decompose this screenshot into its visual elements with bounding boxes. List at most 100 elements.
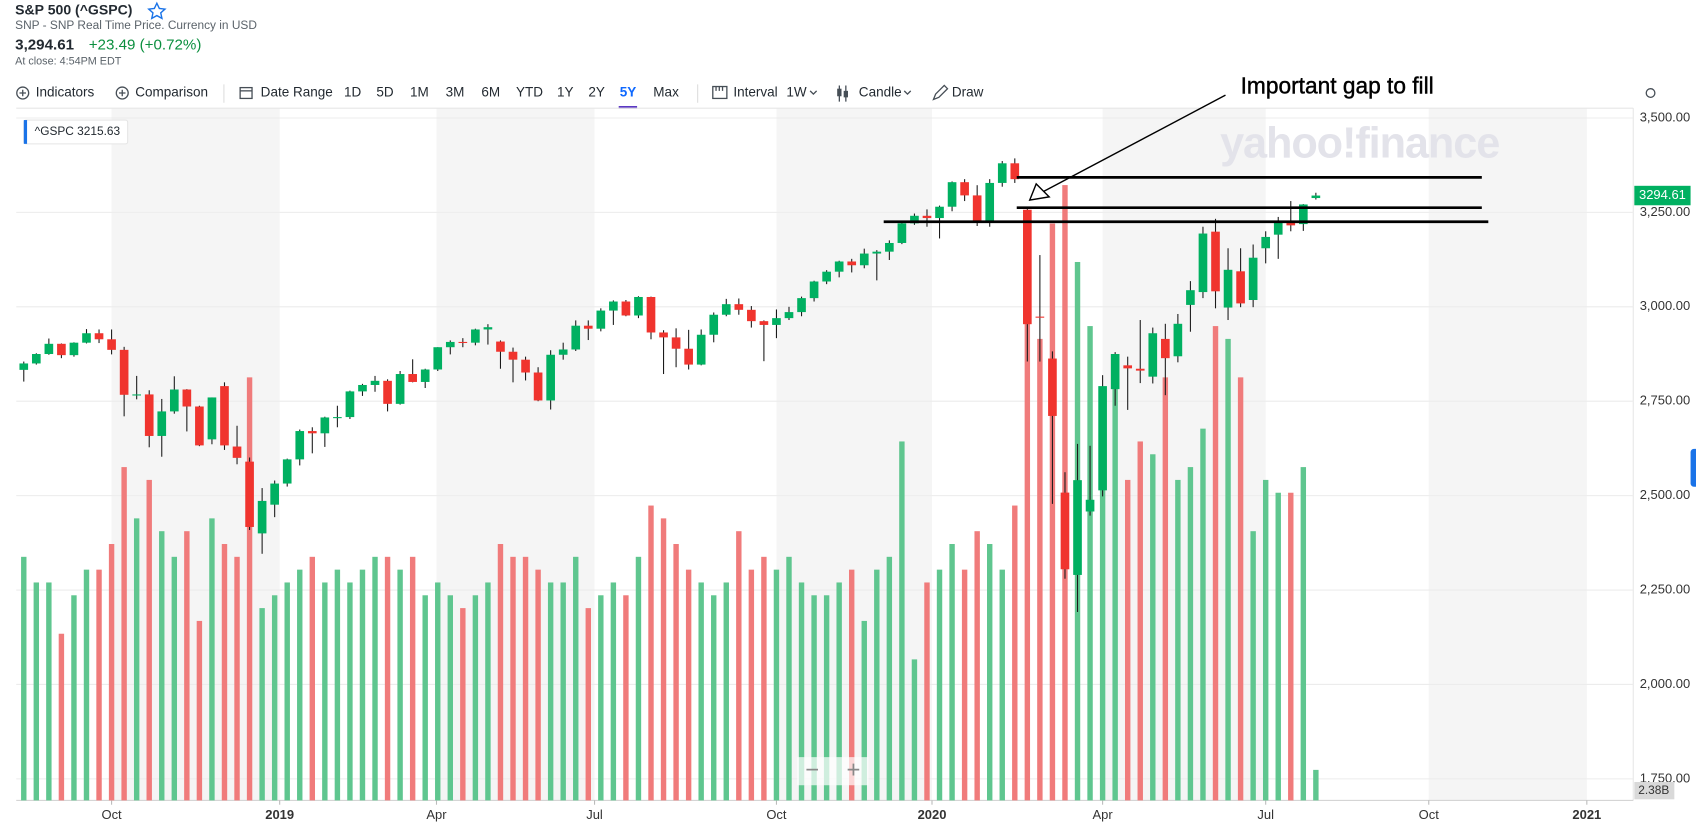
title: S&P 500 (^GSPC) bbox=[15, 2, 132, 18]
candle-body bbox=[834, 261, 844, 272]
volume-bar bbox=[1049, 223, 1056, 801]
range-button[interactable]: 1M bbox=[410, 85, 429, 100]
volume-bar bbox=[460, 608, 466, 801]
indicators-button[interactable]: Indicators bbox=[36, 85, 95, 100]
candle-body bbox=[609, 301, 618, 311]
zoom-in[interactable]: + bbox=[846, 756, 860, 783]
candle-body bbox=[107, 339, 116, 350]
candle-body bbox=[1035, 316, 1045, 318]
candle-body bbox=[144, 394, 154, 436]
candle-body bbox=[69, 342, 79, 356]
range-button[interactable]: 1D bbox=[344, 85, 362, 100]
volume-bar bbox=[372, 556, 378, 801]
candle-body bbox=[282, 459, 292, 484]
zoom-panel bbox=[797, 757, 869, 786]
interval-value[interactable]: 1W bbox=[786, 85, 807, 100]
volume-bar bbox=[1300, 467, 1307, 801]
candle-body bbox=[859, 253, 869, 266]
price-change: +23.49 (+0.72%) bbox=[89, 36, 202, 53]
candle-body bbox=[1248, 257, 1258, 301]
settings-icon[interactable] bbox=[1645, 88, 1656, 98]
last-price-label: 3294.61 bbox=[1639, 187, 1686, 202]
range-group: 1D 5D 1M 3M 6M YTD 1Y 2Y 5Y Max bbox=[344, 85, 679, 109]
candle-body bbox=[232, 446, 242, 458]
volume-bar bbox=[1212, 326, 1219, 801]
volume-bar bbox=[435, 582, 441, 801]
candle-body bbox=[245, 461, 254, 527]
volume-bar bbox=[209, 518, 215, 801]
range-button[interactable]: 3M bbox=[446, 85, 465, 100]
range-button[interactable]: Max bbox=[653, 85, 679, 100]
candle-body bbox=[1273, 221, 1283, 235]
volume-bar bbox=[698, 582, 704, 801]
candle-body bbox=[1060, 492, 1070, 570]
icon bbox=[837, 88, 842, 97]
y-tick-label: 2,000.00 bbox=[1640, 676, 1690, 691]
candle-body bbox=[445, 341, 455, 348]
volume-bar bbox=[1187, 467, 1194, 801]
drawings: Important gap to fill bbox=[883, 72, 1489, 224]
candle-body bbox=[1311, 195, 1321, 199]
volume-label: 2.38B bbox=[1638, 783, 1669, 797]
zoom-out[interactable]: − bbox=[805, 756, 819, 783]
watch-star[interactable] bbox=[147, 1, 167, 20]
draw-button[interactable]: Draw bbox=[952, 85, 984, 100]
candle-body bbox=[1123, 365, 1133, 369]
candle-body bbox=[257, 500, 267, 534]
volume-bar bbox=[497, 544, 504, 801]
volume-bar bbox=[1112, 377, 1118, 801]
volume-bar bbox=[246, 377, 253, 801]
candle-body bbox=[809, 281, 819, 299]
range-button[interactable]: 6M bbox=[481, 85, 500, 100]
range-button[interactable]: YTD bbox=[516, 85, 543, 100]
volume-bar bbox=[58, 633, 65, 801]
range-button[interactable]: 5D bbox=[376, 85, 394, 100]
candle-body bbox=[195, 406, 204, 446]
x-tick-label: 2020 bbox=[918, 807, 947, 822]
candle-body bbox=[1261, 236, 1271, 249]
candle-body bbox=[1048, 358, 1057, 416]
candle-body bbox=[684, 348, 693, 365]
volume-bar bbox=[936, 569, 943, 801]
y-tick-label: 2,500.00 bbox=[1640, 487, 1690, 502]
x-tick-label: 2019 bbox=[265, 807, 294, 822]
range-button[interactable]: 2Y bbox=[588, 85, 605, 100]
volume-bar bbox=[284, 582, 290, 801]
volume-bar bbox=[447, 595, 453, 801]
volume-bar bbox=[510, 556, 516, 801]
volume-bar bbox=[874, 569, 880, 801]
date-range-button[interactable]: Date Range bbox=[261, 85, 333, 100]
candle-body bbox=[709, 314, 719, 335]
candle-body bbox=[910, 215, 919, 224]
candle-body bbox=[182, 389, 192, 407]
volume-bar bbox=[1275, 492, 1281, 801]
close-time: At close: 4:54PM EDT bbox=[15, 56, 122, 68]
y-tick-label: 2,250.00 bbox=[1640, 581, 1690, 596]
icon bbox=[16, 86, 30, 100]
volume-bar bbox=[384, 556, 391, 801]
chart-type-button[interactable]: Candle bbox=[859, 85, 902, 100]
volume-bar bbox=[673, 544, 679, 801]
interval-button[interactable]: Interval bbox=[733, 85, 777, 100]
candle-body bbox=[935, 206, 944, 219]
candle-body bbox=[220, 386, 229, 446]
x-tick-label: Jul bbox=[1257, 807, 1274, 822]
candle-body bbox=[1010, 163, 1020, 180]
range-button[interactable]: 1Y bbox=[557, 85, 574, 100]
volume-bar bbox=[171, 556, 178, 801]
candle-body bbox=[759, 321, 769, 325]
comparison-button[interactable]: Comparison bbox=[135, 85, 208, 100]
candle-body bbox=[1211, 231, 1220, 292]
volume-bar bbox=[309, 556, 316, 801]
candle-body bbox=[571, 325, 581, 350]
range-button[interactable]: 5Y bbox=[620, 85, 637, 100]
candle-body bbox=[333, 417, 342, 419]
volume-bar bbox=[635, 556, 642, 801]
candle-body bbox=[922, 215, 932, 219]
candle-body bbox=[1148, 333, 1158, 377]
side-tab[interactable] bbox=[1690, 448, 1696, 487]
candle-body bbox=[646, 296, 656, 333]
candle-body bbox=[1085, 499, 1095, 512]
toolbar: Indicators Comparison Date Range 1D 5D 1M 3… bbox=[16, 84, 1656, 109]
candle-body bbox=[408, 374, 417, 382]
